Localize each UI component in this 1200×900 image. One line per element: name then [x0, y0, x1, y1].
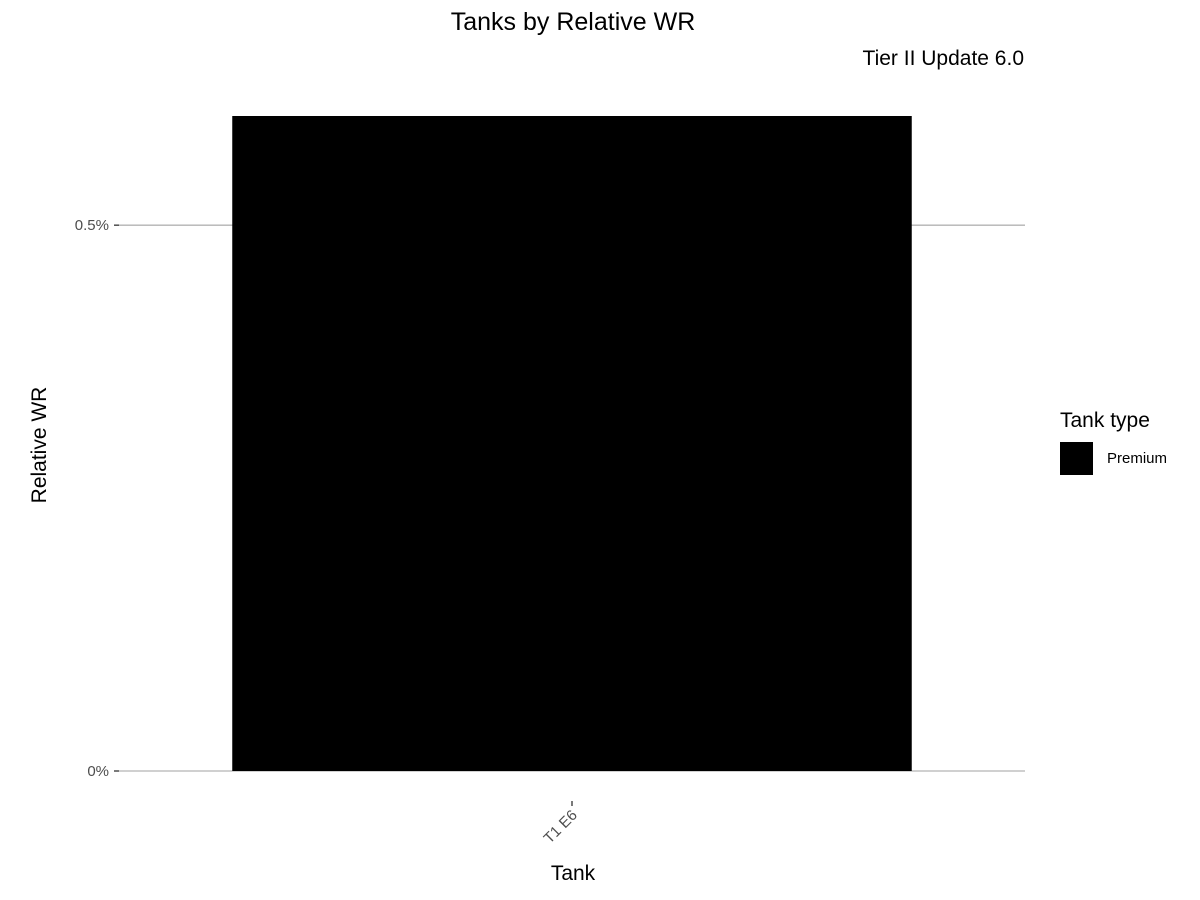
legend: Tank type Premium — [1060, 409, 1167, 475]
legend-label: Premium — [1107, 450, 1168, 467]
x-axis-label: Tank — [550, 862, 596, 885]
legend-title: Tank type — [1060, 409, 1150, 432]
chart-subtitle: Tier II Update 6.0 — [862, 47, 1024, 70]
bar — [232, 116, 912, 771]
y-axis-label: Relative WR — [28, 386, 51, 504]
y-tick-label: 0.5% — [75, 217, 109, 234]
legend-swatch — [1060, 442, 1093, 475]
x-tick-label: T1 E6 — [541, 807, 581, 847]
legend-item: Premium — [1060, 442, 1167, 475]
y-tick-label: 0% — [87, 763, 109, 780]
chart-title: Tanks by Relative WR — [450, 8, 696, 36]
